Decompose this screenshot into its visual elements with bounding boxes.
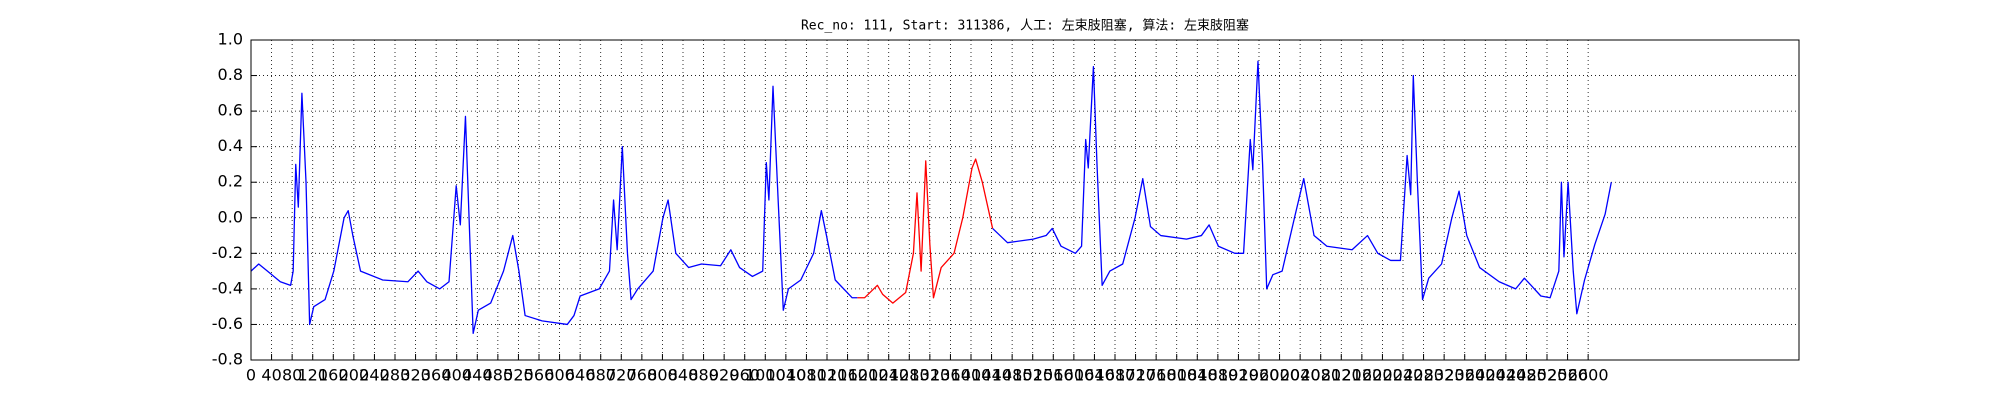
y-tick-label: -0.8 <box>212 350 243 369</box>
y-tick-label: 0.6 <box>218 101 243 120</box>
x-tick-label: 1760 <box>1136 366 1177 385</box>
x-tick-label: 1480 <box>992 366 1033 385</box>
x-tick-label: 2520 <box>1527 366 1568 385</box>
x-tick-label: 1920 <box>1218 366 1259 385</box>
x-tick-label: 1440 <box>971 366 1012 385</box>
x-tick-label: 880 <box>688 366 719 385</box>
x-tick-label: 360 <box>421 366 452 385</box>
x-tick-label: 2480 <box>1506 366 1547 385</box>
x-tick-label: 120 <box>297 366 328 385</box>
x-tick-label: 1560 <box>1033 366 1074 385</box>
x-tick-label: 0 <box>246 366 256 385</box>
ecg-line <box>857 158 994 304</box>
x-tick-label: 1840 <box>1177 366 1218 385</box>
x-tick-label: 1960 <box>1239 366 1280 385</box>
x-tick-label: 1360 <box>930 366 971 385</box>
x-tick-label: 2440 <box>1485 366 1526 385</box>
x-tick-label: 1200 <box>848 366 889 385</box>
x-tick-label: 920 <box>709 366 740 385</box>
x-tick-label: 2120 <box>1321 366 1362 385</box>
x-tick-label: 240 <box>359 366 390 385</box>
y-tick-label: -0.2 <box>212 243 243 262</box>
x-tick-label: 1160 <box>827 366 868 385</box>
x-tick-label: 2360 <box>1444 366 1485 385</box>
x-tick-label: 1520 <box>1012 366 1053 385</box>
ecg-line <box>250 85 858 334</box>
x-tick-label: 2280 <box>1403 366 1444 385</box>
x-tick-label: 480 <box>483 366 514 385</box>
x-tick-label: 80 <box>282 366 302 385</box>
x-tick-label: 640 <box>565 366 596 385</box>
x-tick-label: 2600 <box>1568 366 1609 385</box>
x-tick-label: 560 <box>524 366 555 385</box>
x-tick-label: 2320 <box>1424 366 1465 385</box>
y-tick-label: -0.4 <box>212 278 243 297</box>
x-tick-label: 2560 <box>1547 366 1588 385</box>
ecg-line <box>992 60 1612 315</box>
x-tick-label: 40 <box>261 366 281 385</box>
x-tick-label: 1800 <box>1156 366 1197 385</box>
x-tick-label: 800 <box>647 366 678 385</box>
x-tick-label: 1120 <box>807 366 848 385</box>
x-tick-label: 520 <box>503 366 534 385</box>
x-tick-label: 2080 <box>1300 366 1341 385</box>
x-tick-label: 600 <box>544 366 575 385</box>
x-tick-label: 1720 <box>1115 366 1156 385</box>
x-tick-label: 400 <box>441 366 472 385</box>
x-tick-label: 1400 <box>951 366 992 385</box>
y-tick-label: 0.4 <box>218 136 243 155</box>
x-tick-label: 2400 <box>1465 366 1506 385</box>
x-tick-label: 1680 <box>1095 366 1136 385</box>
x-tick-label: 680 <box>585 366 616 385</box>
chart-title: Rec_no: 111, Start: 311386, 人工: 左束肢阻塞, 算… <box>801 18 1249 34</box>
y-tick-label: -0.6 <box>212 314 243 333</box>
x-tick-label: 1000 <box>745 366 786 385</box>
x-tick-label: 200 <box>339 366 370 385</box>
y-tick-label: 1.0 <box>218 30 243 49</box>
x-tick-label: 320 <box>400 366 431 385</box>
lines <box>250 60 1612 334</box>
x-tick-label: 2200 <box>1362 366 1403 385</box>
y-tick-label: 0.8 <box>218 65 243 84</box>
labels: -0.8-0.6-0.4-0.20.00.20.40.60.81.00 40 801… <box>212 30 1609 385</box>
x-tick-label: 1640 <box>1074 366 1115 385</box>
x-tick-label: 2240 <box>1383 366 1424 385</box>
x-tick-label: 1240 <box>868 366 909 385</box>
x-tick-label: 1040 <box>765 366 806 385</box>
y-tick-label: 0.0 <box>218 207 243 226</box>
plot-frame <box>250 39 1800 361</box>
x-tick-label: 2000 <box>1259 366 1300 385</box>
x-tick-label: 760 <box>627 366 658 385</box>
x-tick-label: 280 <box>380 366 411 385</box>
x-tick-label: 1280 <box>889 366 930 385</box>
x-tick-label: 160 <box>318 366 349 385</box>
x-tick-label: 720 <box>606 366 637 385</box>
y-tick-label: 0.2 <box>218 172 243 191</box>
x-tick-label: 1880 <box>1197 366 1238 385</box>
x-tick-label: 1080 <box>786 366 827 385</box>
x-tick-label: 2160 <box>1341 366 1382 385</box>
x-tick-label: 840 <box>668 366 699 385</box>
x-tick-label: 960 <box>729 366 760 385</box>
x-tick-label: 2040 <box>1280 366 1321 385</box>
x-tick-label: 440 <box>462 366 493 385</box>
x-tick-label: 1320 <box>909 366 950 385</box>
x-tick-label: 1600 <box>1053 366 1094 385</box>
